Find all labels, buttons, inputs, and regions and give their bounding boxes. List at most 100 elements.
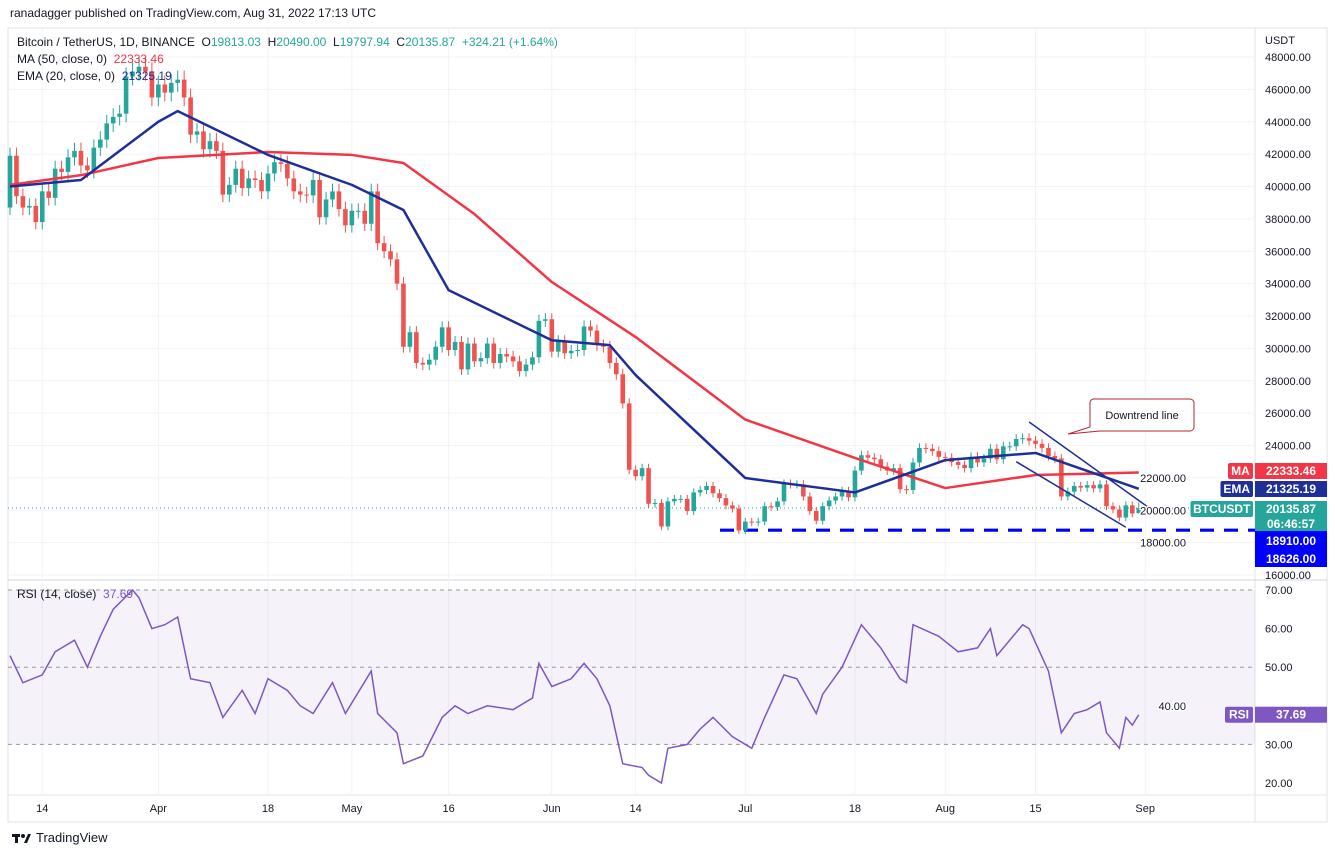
candle-body <box>549 319 555 352</box>
candle <box>813 507 819 525</box>
time-tick-label: 16 <box>442 803 454 815</box>
candle-body <box>659 502 664 527</box>
candle-body <box>297 191 303 195</box>
candle-body <box>85 165 90 171</box>
price-tick-label: 40000.00 <box>1265 182 1311 194</box>
candle <box>291 170 297 200</box>
candle-body <box>988 448 993 459</box>
candle-body <box>227 184 232 195</box>
candle <box>368 183 374 232</box>
candle <box>1065 487 1071 501</box>
candle <box>646 463 651 508</box>
candle-body <box>272 162 277 174</box>
candle <box>65 149 71 180</box>
candle-body <box>968 456 974 469</box>
candle <box>620 368 626 409</box>
time-tick-label: Aug <box>935 803 955 815</box>
candle-body <box>304 194 309 196</box>
candle-body <box>162 84 168 93</box>
rsi-tick-label: 20.00 <box>1265 778 1293 790</box>
candle <box>549 313 555 358</box>
candle <box>1071 481 1077 496</box>
candle <box>962 460 967 473</box>
candle <box>807 492 813 515</box>
candle-body <box>362 210 368 224</box>
candle-body <box>523 364 529 372</box>
candle-body <box>768 506 774 508</box>
candle <box>239 160 245 196</box>
time-tick-label: Jun <box>543 803 561 815</box>
candle-body <box>1110 506 1116 510</box>
candle <box>1013 434 1019 451</box>
rsi-tick-label: 70.00 <box>1265 585 1293 597</box>
candle-body <box>59 168 64 172</box>
series-name-tag <box>1190 501 1253 517</box>
candle <box>478 352 484 367</box>
candle <box>304 186 309 204</box>
candle-body <box>865 455 871 458</box>
candle <box>207 132 213 158</box>
candle-body <box>536 320 542 358</box>
candle <box>388 244 393 267</box>
tradingview-logo[interactable]: TradingView <box>12 830 108 845</box>
price-tick-label: 20000.00 <box>1140 505 1186 517</box>
candle-body <box>414 332 419 363</box>
candle <box>936 446 942 462</box>
ema-label: EMA (20, close, 0) <box>17 69 116 83</box>
candle-body <box>801 484 806 497</box>
candle <box>852 466 858 502</box>
candle-body <box>1078 485 1083 488</box>
candle <box>278 154 284 172</box>
candle <box>639 463 645 481</box>
time-tick-label: Sep <box>1135 803 1155 815</box>
candle-body <box>607 346 613 363</box>
rsi-tick-label: 40.00 <box>1158 701 1186 713</box>
candle-body <box>839 490 845 497</box>
candle-body <box>852 470 858 498</box>
candle-body <box>310 180 316 196</box>
candle <box>201 123 206 158</box>
candle-body <box>407 332 413 347</box>
candle <box>252 170 258 188</box>
candle-body <box>220 150 226 195</box>
price-label-value: 20135.87 <box>1266 502 1316 516</box>
candle-body <box>730 505 735 509</box>
price-tick-label: 34000.00 <box>1265 279 1311 291</box>
candle-body <box>317 180 322 218</box>
candle-body <box>278 162 284 164</box>
high-label: H <box>267 35 277 49</box>
series-name-text: BTCUSDT <box>1193 502 1251 516</box>
candle <box>839 486 845 501</box>
candle <box>710 481 716 498</box>
candle <box>1084 480 1090 492</box>
candle-body <box>1097 484 1103 489</box>
price-tick-label: 16000.00 <box>1265 570 1311 582</box>
candle <box>897 463 903 494</box>
candle <box>259 172 264 200</box>
candle <box>588 320 593 337</box>
rsi-legend[interactable]: RSI (14, close) 37.69 <box>17 587 133 601</box>
candle-body <box>781 483 787 502</box>
candle <box>7 147 13 216</box>
price-label-ema: 21325.19 EMA <box>1220 481 1327 497</box>
candle-body <box>530 357 535 365</box>
candle-body <box>859 455 864 471</box>
price-tick-label: 26000.00 <box>1265 408 1311 420</box>
candle <box>426 354 432 371</box>
brand-name: TradingView <box>36 830 108 845</box>
chart-frame <box>7 27 1328 823</box>
candle-body <box>259 180 264 192</box>
ema-legend[interactable]: EMA (20, close, 0) 21325.19 <box>17 69 172 83</box>
price-tick-label: 22000.00 <box>1140 473 1186 485</box>
candle <box>833 492 838 505</box>
candle-body <box>743 521 748 531</box>
candle <box>375 183 380 251</box>
candle <box>452 335 458 356</box>
candle <box>156 75 161 107</box>
candle <box>104 114 110 148</box>
candle <box>859 450 864 475</box>
candle-body <box>149 71 155 98</box>
candle-body <box>246 178 251 189</box>
ma-legend[interactable]: MA (50, close, 0) 22333.46 <box>17 52 164 66</box>
